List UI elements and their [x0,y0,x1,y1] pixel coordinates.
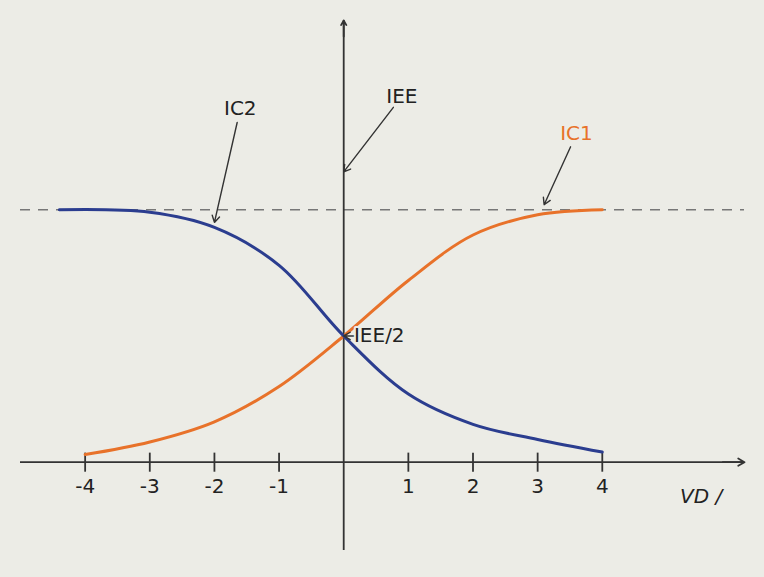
svg-text:-1: -1 [269,474,289,498]
svg-text:4: 4 [596,474,609,498]
svg-text:IEE/2: IEE/2 [354,323,405,347]
svg-text:IC2: IC2 [224,96,257,120]
svg-text:1: 1 [402,474,415,498]
svg-text:VD /: VD / [680,484,724,508]
svg-text:2: 2 [467,474,480,498]
svg-text:IC1: IC1 [560,121,593,145]
svg-text:3: 3 [531,474,544,498]
svg-text:-2: -2 [204,474,224,498]
svg-text:IEE: IEE [386,84,417,108]
svg-text:-4: -4 [75,474,95,498]
svg-text:-3: -3 [140,474,160,498]
